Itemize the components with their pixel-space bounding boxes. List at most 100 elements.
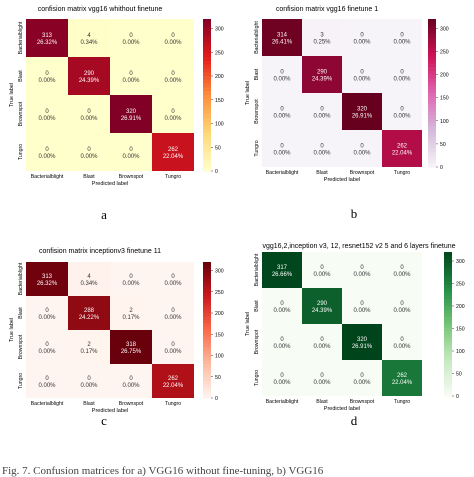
colorbar-step <box>203 144 211 149</box>
colorbar-step <box>428 85 436 90</box>
cell-count: 313 <box>42 33 53 39</box>
colorbar-step <box>203 364 211 368</box>
colorbar-step <box>203 272 211 277</box>
colorbar-step <box>444 284 452 289</box>
colorbar-step <box>444 316 452 321</box>
cell-count: 314 <box>277 33 288 39</box>
cell-percent: 0.00% <box>164 40 182 46</box>
y-tick-label: Blast <box>254 68 260 80</box>
heatmap-cell <box>342 288 382 324</box>
colorbar-tick-label: 0 <box>456 394 459 400</box>
colorbar-step <box>203 133 211 138</box>
colorbar-step <box>203 68 211 73</box>
cell-count: 262 <box>397 373 408 379</box>
colorbar-tick-label: 50 <box>456 372 462 378</box>
cell-percent: 0.00% <box>273 308 291 314</box>
colorbar-step <box>203 76 211 81</box>
colorbar-step <box>203 353 211 358</box>
heatmap-cell <box>382 56 422 93</box>
cell-percent: 0.00% <box>393 114 411 120</box>
y-axis-label: True label <box>9 318 15 342</box>
colorbar-step <box>203 289 211 294</box>
heatmap-cell <box>342 130 382 167</box>
heatmap-cell <box>302 93 342 130</box>
panel-letter: c <box>101 413 107 428</box>
colorbar-step <box>203 155 211 161</box>
y-tick-label: Tungro <box>254 370 260 386</box>
colorbar-tick-label: 200 <box>215 311 224 317</box>
colorbar-step <box>203 394 211 399</box>
colorbar-step <box>203 313 211 317</box>
colorbar-step <box>428 159 436 164</box>
colorbar-step <box>203 336 211 341</box>
cell-percent: 0.00% <box>273 344 291 350</box>
colorbar-step <box>428 19 436 24</box>
colorbar-step <box>444 280 452 285</box>
colorbar-step <box>444 309 452 314</box>
heatmap-cell <box>342 56 382 93</box>
colorbar-step <box>203 357 211 362</box>
cell-percent: 0.00% <box>164 315 182 321</box>
colorbar-step <box>203 367 211 372</box>
cell-count: 320 <box>357 337 368 343</box>
cell-percent: 26.91% <box>352 344 373 350</box>
heatmap-cell <box>152 262 194 296</box>
colorbar-step <box>444 327 452 332</box>
colorbar-step <box>203 19 211 24</box>
colorbar-step <box>428 137 436 142</box>
heatmap-cell <box>26 296 68 330</box>
y-tick-label: Tungro <box>18 144 24 160</box>
heatmap-cell <box>262 324 302 360</box>
y-tick-label: Blast <box>18 307 24 319</box>
cell-percent: 0.00% <box>353 308 371 314</box>
cell-count: 0 <box>400 265 404 271</box>
colorbar-step <box>444 352 452 357</box>
x-tick-label: Brownspot <box>119 174 144 180</box>
colorbar-tick-label: 100 <box>215 354 224 360</box>
cell-percent: 0.00% <box>393 272 411 278</box>
colorbar-step <box>203 125 211 130</box>
cell-percent: 24.22% <box>79 315 100 321</box>
cell-percent: 0.00% <box>273 114 291 120</box>
colorbar-tick-label: 100 <box>215 122 224 128</box>
cell-percent: 26.41% <box>272 40 293 46</box>
colorbar: 0 50 100 150 200 250 300 <box>203 262 224 402</box>
colorbar-step <box>203 370 211 375</box>
x-tick-label: Blast <box>83 174 95 180</box>
cell-count: 0 <box>400 33 404 39</box>
y-tick-label: Bacterialblight <box>254 21 260 54</box>
cell-percent: 26.32% <box>37 40 58 46</box>
colorbar-step <box>203 384 211 389</box>
colorbar-step <box>203 95 211 100</box>
cell-count: 0 <box>45 342 49 348</box>
cell-percent: 0.00% <box>353 77 371 83</box>
colorbar-step <box>444 262 452 267</box>
cell-percent: 0.00% <box>122 78 140 84</box>
cell-count: 290 <box>84 71 95 77</box>
colorbar-step <box>444 273 452 278</box>
cell-percent: 26.91% <box>352 114 373 120</box>
heatmap-cell <box>68 364 110 398</box>
cell-count: 313 <box>42 274 53 280</box>
colorbar-tick-label: 100 <box>456 349 465 355</box>
colorbar-step <box>428 74 436 79</box>
colorbar-step <box>444 378 452 383</box>
heatmap-cell <box>110 364 152 398</box>
heatmap-cell <box>26 330 68 364</box>
cell-count: 0 <box>320 144 324 150</box>
colorbar-step <box>203 350 211 355</box>
y-tick-label: Tungro <box>18 373 24 389</box>
colorbar-step <box>203 136 211 142</box>
cell-count: 0 <box>129 33 133 39</box>
cell-percent: 24.39% <box>312 308 333 314</box>
colorbar-step <box>203 326 211 331</box>
x-axis-label: Predicted label <box>92 181 128 187</box>
cell-count: 0 <box>280 337 284 343</box>
cell-percent: 22.04% <box>163 383 184 389</box>
panel-letter: b <box>351 206 358 221</box>
panel-letter: d <box>351 413 358 428</box>
colorbar-step <box>444 374 452 379</box>
heatmap-cell <box>342 252 382 288</box>
cell-percent: 0.00% <box>313 114 331 120</box>
